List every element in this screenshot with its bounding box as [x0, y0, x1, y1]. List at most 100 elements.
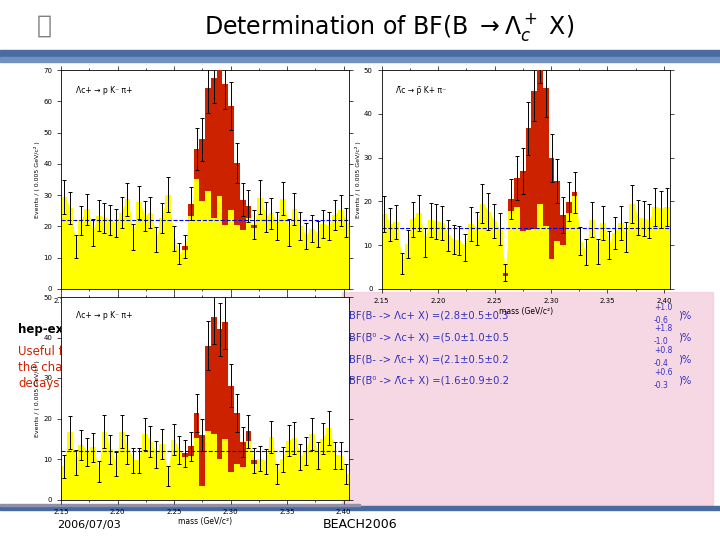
- Bar: [142, 434, 148, 500]
- Bar: [188, 215, 194, 289]
- Bar: [526, 129, 531, 230]
- Bar: [600, 222, 606, 289]
- Bar: [188, 456, 194, 500]
- Bar: [125, 450, 130, 500]
- Bar: [577, 242, 583, 289]
- Bar: [182, 454, 188, 457]
- Bar: [297, 226, 303, 289]
- Bar: [222, 225, 228, 289]
- Bar: [84, 452, 90, 500]
- Bar: [228, 210, 234, 289]
- Bar: [159, 218, 165, 289]
- Bar: [433, 221, 439, 289]
- Bar: [211, 219, 217, 289]
- Bar: [165, 476, 171, 500]
- Bar: [90, 447, 96, 500]
- Bar: [520, 231, 526, 289]
- Bar: [240, 467, 246, 500]
- Bar: [217, 196, 222, 289]
- Bar: [119, 431, 125, 500]
- Bar: [286, 233, 292, 289]
- Bar: [624, 237, 629, 289]
- Bar: [176, 451, 182, 500]
- Bar: [531, 230, 537, 289]
- Bar: [554, 241, 560, 289]
- Bar: [199, 486, 205, 500]
- Text: 🐘: 🐘: [37, 14, 52, 38]
- Bar: [338, 211, 343, 289]
- Bar: [176, 254, 182, 289]
- Text: Useful for the understanding of: Useful for the understanding of: [18, 345, 203, 357]
- Bar: [240, 200, 246, 230]
- Bar: [531, 91, 537, 230]
- Bar: [234, 225, 240, 289]
- Bar: [468, 224, 474, 289]
- Bar: [182, 457, 188, 500]
- Text: )%: )%: [678, 311, 691, 321]
- Bar: [543, 87, 549, 226]
- Bar: [217, 40, 222, 196]
- Bar: [405, 244, 410, 289]
- Bar: [148, 442, 153, 500]
- Bar: [309, 228, 315, 289]
- Text: +0.6: +0.6: [654, 368, 672, 376]
- Bar: [503, 273, 508, 276]
- Bar: [211, 78, 217, 219]
- Bar: [234, 464, 240, 500]
- Bar: [84, 210, 90, 289]
- Y-axis label: Events / ( 0.005 GeV/c² ): Events / ( 0.005 GeV/c² ): [35, 141, 40, 218]
- Bar: [343, 474, 349, 500]
- Bar: [194, 149, 199, 179]
- Bar: [269, 437, 274, 500]
- Bar: [240, 230, 246, 289]
- Bar: [303, 237, 309, 289]
- Text: +0.8: +0.8: [654, 346, 672, 355]
- Bar: [199, 435, 205, 486]
- Bar: [0, 0, 720, 51]
- Bar: [320, 224, 326, 289]
- Bar: [338, 456, 343, 500]
- Bar: [566, 202, 572, 213]
- Bar: [78, 220, 84, 289]
- Bar: [246, 441, 251, 500]
- Bar: [309, 434, 315, 500]
- Bar: [360, 506, 720, 510]
- Bar: [491, 221, 497, 289]
- Bar: [606, 245, 612, 289]
- Text: )%: )%: [678, 376, 691, 386]
- Bar: [251, 225, 257, 228]
- Bar: [0, 504, 360, 506]
- Bar: [194, 179, 199, 289]
- Bar: [96, 215, 102, 289]
- Bar: [188, 204, 194, 215]
- Bar: [566, 213, 572, 289]
- Text: BF(B- -> Λᴄ+ X) =(2.8±0.5±0.3: BF(B- -> Λᴄ+ X) =(2.8±0.5±0.3: [349, 311, 508, 321]
- Bar: [199, 201, 205, 289]
- Bar: [251, 464, 257, 500]
- Bar: [280, 460, 286, 500]
- Bar: [188, 446, 194, 456]
- Bar: [194, 413, 199, 438]
- Bar: [618, 223, 624, 289]
- Text: -0.3: -0.3: [654, 381, 669, 389]
- Bar: [439, 222, 445, 289]
- Bar: [246, 218, 251, 289]
- Bar: [508, 199, 514, 211]
- Bar: [315, 234, 320, 289]
- Bar: [326, 226, 332, 289]
- Bar: [635, 218, 641, 289]
- Bar: [422, 242, 428, 289]
- Text: BF(B̄⁰ -> Λ̄ᴄ+ X) =(1.6±0.9±0.2: BF(B̄⁰ -> Λ̄ᴄ+ X) =(1.6±0.9±0.2: [349, 376, 509, 386]
- Bar: [107, 449, 113, 500]
- Text: hep-ex/0606026: hep-ex/0606026: [18, 323, 125, 336]
- Bar: [240, 442, 246, 467]
- Bar: [583, 252, 589, 289]
- Bar: [462, 247, 468, 289]
- Bar: [217, 329, 222, 459]
- Bar: [153, 240, 159, 289]
- Bar: [251, 228, 257, 289]
- Bar: [90, 233, 96, 289]
- Bar: [148, 213, 153, 289]
- Bar: [560, 245, 566, 289]
- Bar: [222, 84, 228, 225]
